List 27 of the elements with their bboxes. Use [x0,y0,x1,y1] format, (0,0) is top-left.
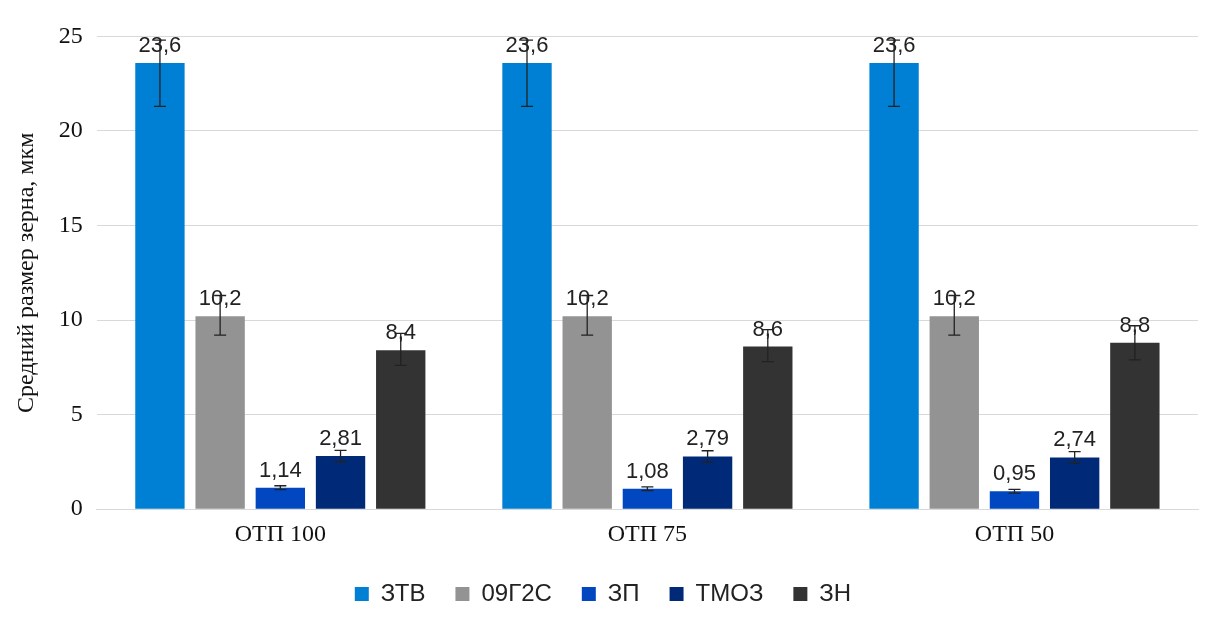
data-label: 10,2 [565,285,609,311]
data-label: 8,4 [385,319,417,345]
x-tick-label: ОТП 50 [974,519,1055,546]
data-label: 10,2 [198,285,242,311]
data-label: 1,14 [258,456,302,482]
legend-label: ЗП [607,578,640,606]
x-tick-label: ОТП 100 [234,519,326,546]
legend-label: ЗН [819,578,852,606]
y-tick-label: 15 [58,210,83,237]
legend-label: 09Г2С [481,578,552,606]
y-axis-title: Средний размер зерна, мкм [11,132,38,413]
x-tick-label: ОТП 75 [607,519,688,546]
data-label: 10,2 [932,285,976,311]
data-label: 1,08 [625,457,669,483]
y-tick-label: 0 [70,494,83,521]
data-label: 2,81 [319,425,362,451]
data-label: 0,95 [993,460,1036,486]
y-tick-label: 20 [58,116,83,143]
data-label: 8,8 [1119,311,1151,337]
y-tick-label: 25 [58,21,83,48]
data-label: 2,74 [1053,426,1097,452]
y-tick-label: 10 [58,305,83,332]
legend-label: ЗТВ [380,578,426,606]
legend-label: ТМОЗ [695,578,764,606]
data-label: 2,79 [686,425,730,451]
y-tick-label: 5 [70,399,83,426]
data-label: 8,6 [752,315,784,341]
